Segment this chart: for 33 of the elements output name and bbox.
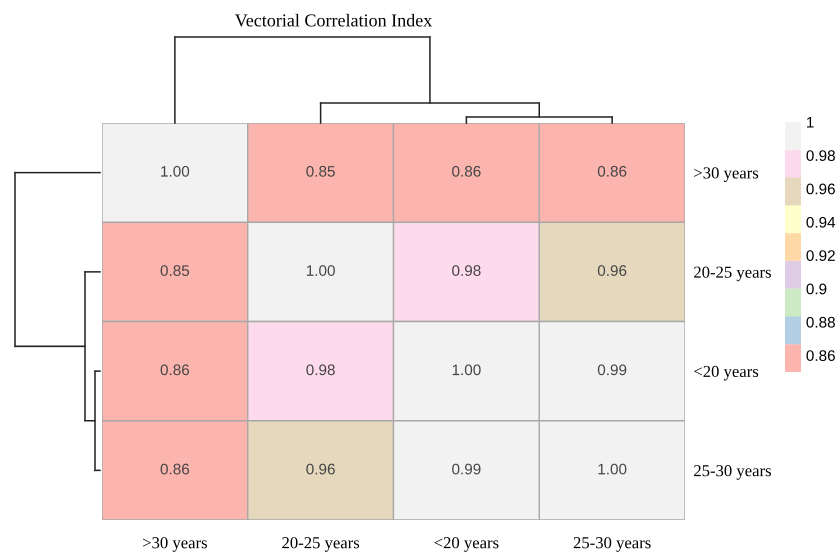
data-label: 0.98 [452, 265, 481, 276]
x-tick-label: 20-25 years [282, 537, 360, 552]
data-label: 1.00 [598, 464, 626, 474]
data-label: 0.86 [598, 166, 626, 177]
color-bar-label: 0.86 [806, 350, 835, 362]
data-label: 0.99 [598, 364, 626, 376]
color-bar-label: 0.96 [806, 184, 835, 194]
data-label: 0.96 [306, 464, 335, 474]
x-tick-label: <20 years [434, 537, 498, 552]
data-label: 0.96 [598, 265, 626, 276]
color-bar-label: 1 [807, 117, 814, 128]
x-tick-label: 25-30 years [574, 537, 651, 552]
chart-title: Vectorial Correlation Index [234, 14, 432, 27]
data-label: 0.86 [160, 464, 190, 474]
color-bar-label: 0.92 [806, 250, 835, 262]
data-label: 0.98 [306, 364, 335, 376]
data-label: 0.85 [160, 265, 190, 276]
data-label: 0.86 [160, 364, 190, 376]
color-bar-label: 0.94 [806, 216, 836, 228]
data-label: 0.85 [306, 166, 335, 177]
color-bar-label: 0.88 [806, 316, 835, 328]
data-label: 1.00 [452, 364, 481, 376]
data-label: 1.00 [306, 265, 335, 276]
data-label: 0.86 [452, 166, 481, 177]
data-label: 1.00 [161, 166, 190, 177]
y-tick-label: >30 years [694, 167, 758, 182]
y-tick-label: <20 years [694, 366, 758, 380]
x-tick-label: >30 years [143, 537, 207, 552]
color-bar-label: 0.9 [806, 284, 826, 294]
y-tick-label: 25-30 years [694, 465, 771, 480]
color-bar-label: 0.98 [806, 150, 835, 162]
y-tick-label: 20-25 years [694, 266, 771, 282]
data-label: 0.99 [452, 464, 481, 474]
